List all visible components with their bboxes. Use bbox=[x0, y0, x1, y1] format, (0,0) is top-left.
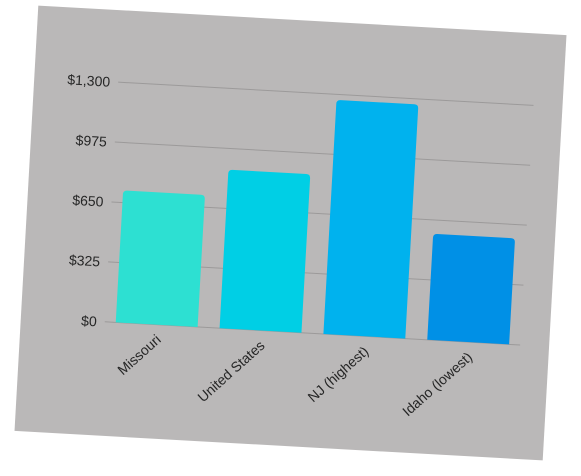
chart-card: $0 $325 $650 $975 $1,300 Missouri United Stat… bbox=[14, 5, 567, 461]
y-tick-label: $975 bbox=[75, 132, 107, 150]
x-tick-label: United States bbox=[194, 337, 267, 405]
gridline bbox=[114, 141, 531, 166]
y-tick-label: $650 bbox=[72, 192, 104, 210]
x-axis: Missouri United States NJ (highest) Idaho (… bbox=[114, 331, 475, 420]
x-tick-label: Idaho (lowest) bbox=[399, 349, 475, 420]
bars bbox=[115, 100, 515, 345]
x-tick-label: NJ (highest) bbox=[305, 343, 372, 405]
x-tick-label: Missouri bbox=[114, 331, 164, 378]
bar bbox=[115, 190, 205, 327]
y-axis: $0 $325 $650 $975 $1,300 bbox=[67, 71, 111, 329]
bar bbox=[427, 234, 515, 345]
bar bbox=[323, 100, 419, 339]
gridline bbox=[118, 81, 534, 106]
bar bbox=[219, 169, 311, 333]
y-tick-label: $325 bbox=[69, 252, 101, 270]
y-tick-label: $1,300 bbox=[67, 71, 111, 89]
bar-chart: $0 $325 $650 $975 $1,300 Missouri United Stat… bbox=[67, 71, 534, 420]
y-tick-label: $0 bbox=[81, 312, 98, 329]
